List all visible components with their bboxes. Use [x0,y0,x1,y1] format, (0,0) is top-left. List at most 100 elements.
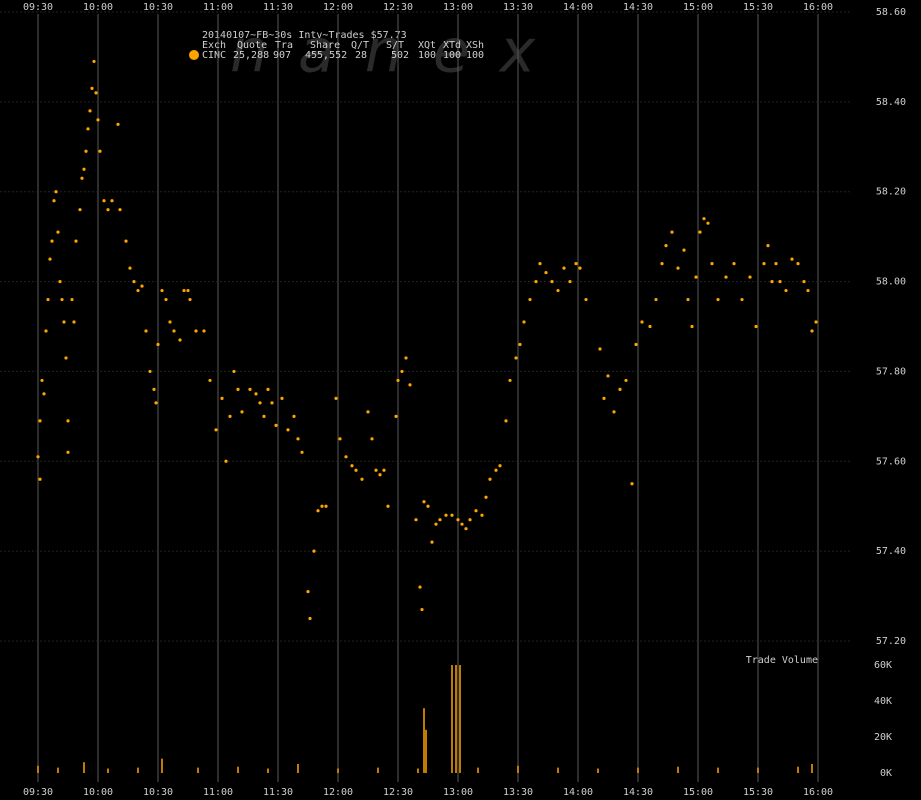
trade-point [394,414,398,418]
x-tick-label: 16:00 [803,2,833,13]
trade-point [280,396,284,400]
trade-point [574,262,578,266]
trade-point [434,522,438,526]
trade-point [690,324,694,329]
y-tick-label: 57.80 [876,366,906,377]
trade-point [248,387,252,391]
trade-point [602,396,606,400]
trade-point [518,342,522,347]
x-tick-label: 11:30 [263,787,293,798]
volume-bar [107,768,109,773]
trade-point [152,387,156,391]
trade-point [84,149,88,153]
x-tick-label: 15:00 [683,787,713,798]
legend-value: 28 [355,50,367,61]
y-tick-label: 57.20 [876,636,906,647]
legend-value: 100 [443,50,461,61]
trade-point [538,262,542,266]
trade-point [270,401,274,405]
trade-point [498,464,502,468]
x-tick-label: 14:30 [623,2,653,13]
trade-point [456,518,460,522]
trade-point [400,369,404,374]
trade-point [60,297,64,302]
trade-point [774,262,778,266]
trade-point [814,320,818,324]
x-tick-label: 11:30 [263,2,293,13]
volume-bar [267,768,269,773]
trade-point [578,266,582,270]
legend-value: 502 [391,50,409,61]
trade-point [404,356,408,360]
trade-point [228,414,232,418]
trade-point [144,329,148,333]
x-tick-label: 13:30 [503,2,533,13]
trade-point [106,208,110,212]
trade-point [188,297,192,302]
trade-point [46,297,50,302]
trade-point [676,266,680,270]
trade-point [214,428,218,432]
trade-point [154,401,158,405]
trade-point [186,288,190,293]
trade-point [408,383,412,387]
trade-point [50,239,54,243]
trade-point [606,374,610,378]
trade-point [232,369,236,374]
chart-title: 20140107~FB~30s Intv~Trades $57.73 [202,30,407,41]
legend-value: 25,288 [233,50,269,61]
legend-header: XSh [466,40,484,51]
trade-point [724,275,728,279]
trade-point [110,199,114,203]
trade-point [634,342,638,347]
x-tick-label: 15:30 [743,2,773,13]
x-tick-label: 12:30 [383,2,413,13]
trade-point [522,320,526,324]
trade-point [86,127,90,131]
x-tick-label: 12:00 [323,787,353,798]
trade-point [484,495,488,499]
trade-point [562,266,566,270]
trade-point [262,414,266,418]
trade-point [350,464,354,468]
trade-point [88,109,92,113]
trade-point [182,288,186,293]
volume-bar [517,765,519,773]
trade-point [116,122,120,126]
trade-point [136,288,140,293]
trade-point [508,378,512,383]
trade-point [202,329,206,333]
x-tick-label: 13:30 [503,787,533,798]
y-tick-label: 40K [874,696,892,707]
trade-point [224,459,228,463]
y-tick-label: 20K [874,732,892,743]
trade-point [802,279,806,284]
trade-point [92,59,96,64]
legend-header: XTd [443,40,461,51]
trade-point [694,275,698,279]
trade-point [420,607,424,612]
trade-point [630,482,634,486]
volume-bar [425,729,427,773]
volume-bar [811,764,813,773]
trade-point [426,504,430,508]
trade-point [82,167,86,171]
legend-header: Share [310,40,340,51]
volume-bar [757,767,759,773]
x-tick-label: 13:00 [443,787,473,798]
trade-point [220,396,224,400]
trade-point [96,118,100,122]
trade-point [308,616,312,621]
trade-point [274,423,278,427]
legend-marker [189,50,199,60]
trade-point [422,500,426,504]
trade-point [504,419,508,423]
x-tick-label: 14:00 [563,2,593,13]
volume-bar [557,767,559,773]
trade-point [762,262,766,266]
trade-point [56,230,60,234]
trade-point [320,504,324,508]
trade-point [698,230,702,234]
trade-point [102,199,106,203]
trade-point [450,513,454,517]
